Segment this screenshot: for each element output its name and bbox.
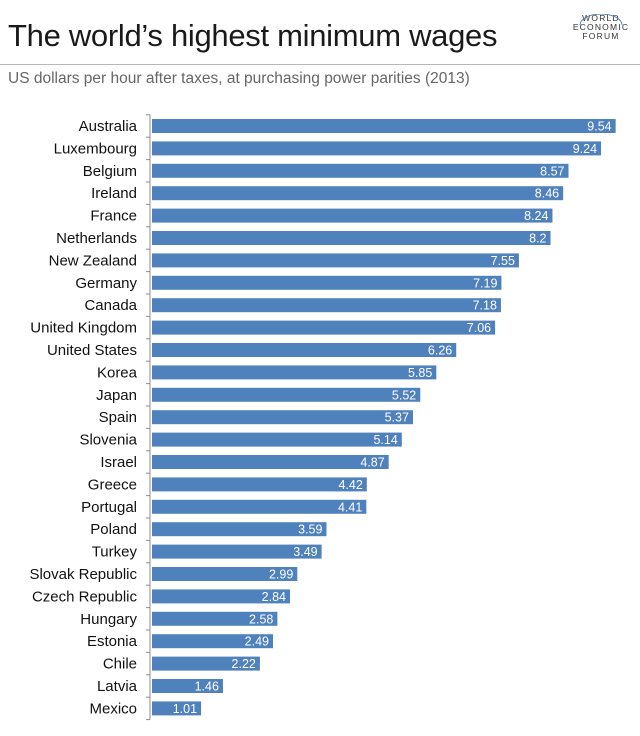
- value-label-mexico: 1.01: [173, 702, 197, 716]
- category-label-hungary: Hungary: [80, 611, 137, 628]
- logo-arc-icon: [579, 14, 623, 26]
- category-label-belgium: Belgium: [83, 163, 137, 180]
- category-label-united-kingdom: United Kingdom: [30, 320, 137, 337]
- value-label-spain: 5.37: [385, 411, 409, 425]
- category-label-latvia: Latvia: [97, 678, 138, 695]
- value-label-slovak-republic: 2.99: [269, 568, 293, 582]
- category-label-greece: Greece: [88, 476, 137, 493]
- value-label-canada: 7.18: [473, 299, 497, 313]
- category-label-czech-republic: Czech Republic: [32, 588, 138, 605]
- bar-australia: [152, 119, 616, 133]
- value-label-japan: 5.52: [392, 388, 416, 402]
- value-label-belgium: 8.57: [540, 164, 564, 178]
- value-label-korea: 5.85: [408, 366, 432, 380]
- bar-korea: [152, 365, 437, 380]
- category-label-germany: Germany: [75, 275, 137, 292]
- bar-united-kingdom: [152, 320, 496, 335]
- value-label-hungary: 2.58: [249, 612, 273, 626]
- bar-israel: [152, 455, 389, 469]
- value-label-australia: 9.54: [587, 120, 611, 134]
- category-label-portugal: Portugal: [81, 499, 137, 516]
- bar-mexico: [152, 701, 202, 716]
- bar-poland: [152, 522, 327, 537]
- category-label-turkey: Turkey: [92, 544, 138, 561]
- value-label-chile: 2.22: [232, 657, 256, 671]
- category-label-france: France: [90, 208, 137, 225]
- bar-germany: [152, 275, 502, 290]
- bar-portugal: [152, 499, 367, 514]
- category-label-luxembourg: Luxembourg: [54, 140, 137, 157]
- category-label-estonia: Estonia: [87, 633, 138, 650]
- value-label-poland: 3.59: [298, 523, 322, 537]
- value-label-latvia: 1.46: [195, 680, 219, 694]
- category-label-slovenia: Slovenia: [79, 432, 137, 449]
- category-label-slovak-republic: Slovak Republic: [29, 566, 137, 583]
- bar-latvia: [152, 679, 223, 693]
- bar-japan: [152, 387, 421, 402]
- value-label-netherlands: 8.2: [529, 232, 546, 246]
- value-label-luxembourg: 9.24: [573, 142, 597, 156]
- value-label-new-zealand: 7.55: [491, 254, 515, 268]
- category-label-australia: Australia: [79, 118, 138, 135]
- value-label-ireland: 8.46: [535, 187, 559, 201]
- value-label-estonia: 2.49: [245, 635, 269, 649]
- bar-greece: [152, 477, 367, 492]
- logo-line-3: FORUM: [582, 31, 620, 41]
- value-label-israel: 4.87: [360, 456, 384, 470]
- bar-netherlands: [152, 231, 551, 245]
- logo-line-2: ECONOMIC: [572, 22, 630, 32]
- category-label-poland: Poland: [90, 521, 137, 538]
- category-label-japan: Japan: [96, 387, 137, 404]
- bar-spain: [152, 410, 413, 425]
- bar-czech-republic: [152, 589, 291, 604]
- bar-slovak-republic: [152, 567, 298, 581]
- value-label-united-states: 6.26: [428, 344, 452, 358]
- bar-united-states: [152, 343, 457, 357]
- category-label-united-states: United States: [47, 342, 137, 359]
- bar-ireland: [152, 186, 564, 201]
- bar-new-zealand: [152, 253, 519, 268]
- bar-france: [152, 208, 553, 223]
- value-label-united-kingdom: 7.06: [467, 321, 491, 335]
- category-label-mexico: Mexico: [89, 700, 137, 717]
- bar-canada: [152, 298, 501, 313]
- category-label-chile: Chile: [103, 656, 137, 673]
- logo-line-1: WORLD: [582, 13, 620, 23]
- category-label-spain: Spain: [99, 409, 137, 426]
- category-label-ireland: Ireland: [91, 185, 137, 202]
- category-label-israel: Israel: [100, 454, 137, 471]
- value-label-germany: 7.19: [473, 276, 497, 290]
- value-label-portugal: 4.41: [338, 500, 362, 514]
- bar-luxembourg: [152, 141, 602, 156]
- chart-title: The world’s highest minimum wages: [8, 18, 498, 53]
- bar-estonia: [152, 634, 274, 649]
- category-label-new-zealand: New Zealand: [49, 252, 137, 269]
- category-label-netherlands: Netherlands: [56, 230, 137, 247]
- value-label-turkey: 3.49: [293, 545, 317, 559]
- chart-subtitle: US dollars per hour after taxes, at purc…: [8, 70, 470, 87]
- bar-belgium: [152, 163, 569, 178]
- world-economic-forum-logo: WORLD ECONOMIC FORUM: [566, 14, 636, 41]
- value-label-france: 8.24: [524, 209, 548, 223]
- bar-hungary: [152, 611, 278, 626]
- category-label-canada: Canada: [84, 297, 137, 314]
- bar-slovenia: [152, 432, 402, 447]
- bar-chile: [152, 656, 260, 671]
- category-label-korea: Korea: [97, 364, 138, 381]
- value-label-czech-republic: 2.84: [262, 590, 286, 604]
- header-divider: [0, 64, 640, 65]
- value-label-slovenia: 5.14: [373, 433, 397, 447]
- bar-turkey: [152, 544, 322, 559]
- value-label-greece: 4.42: [338, 478, 362, 492]
